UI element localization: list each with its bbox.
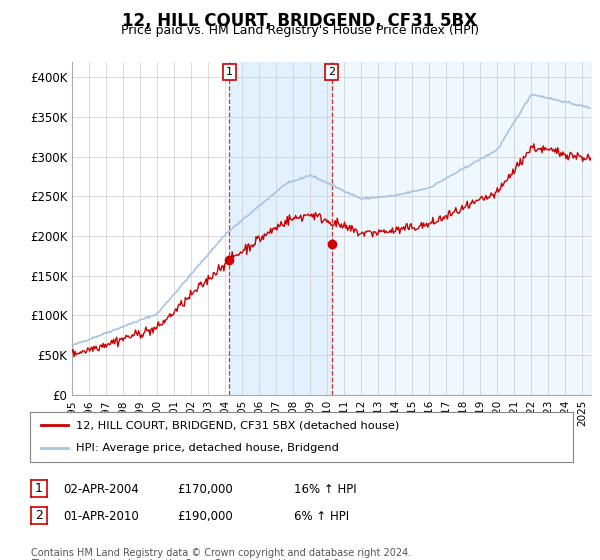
Text: 01-APR-2010: 01-APR-2010 — [63, 510, 139, 523]
Text: 02-APR-2004: 02-APR-2004 — [63, 483, 139, 496]
Text: HPI: Average price, detached house, Bridgend: HPI: Average price, detached house, Brid… — [76, 444, 339, 454]
Text: 1: 1 — [35, 482, 43, 496]
Text: 12, HILL COURT, BRIDGEND, CF31 5BX (detached house): 12, HILL COURT, BRIDGEND, CF31 5BX (deta… — [76, 420, 400, 430]
Text: Contains HM Land Registry data © Crown copyright and database right 2024.
This d: Contains HM Land Registry data © Crown c… — [31, 548, 412, 560]
Text: Price paid vs. HM Land Registry's House Price Index (HPI): Price paid vs. HM Land Registry's House … — [121, 24, 479, 36]
Text: 2: 2 — [328, 67, 335, 77]
Text: 16% ↑ HPI: 16% ↑ HPI — [294, 483, 356, 496]
Text: 12, HILL COURT, BRIDGEND, CF31 5BX: 12, HILL COURT, BRIDGEND, CF31 5BX — [122, 12, 478, 30]
Text: £170,000: £170,000 — [177, 483, 233, 496]
Text: 6% ↑ HPI: 6% ↑ HPI — [294, 510, 349, 523]
Text: 2: 2 — [35, 509, 43, 522]
Text: 1: 1 — [226, 67, 233, 77]
Text: £190,000: £190,000 — [177, 510, 233, 523]
